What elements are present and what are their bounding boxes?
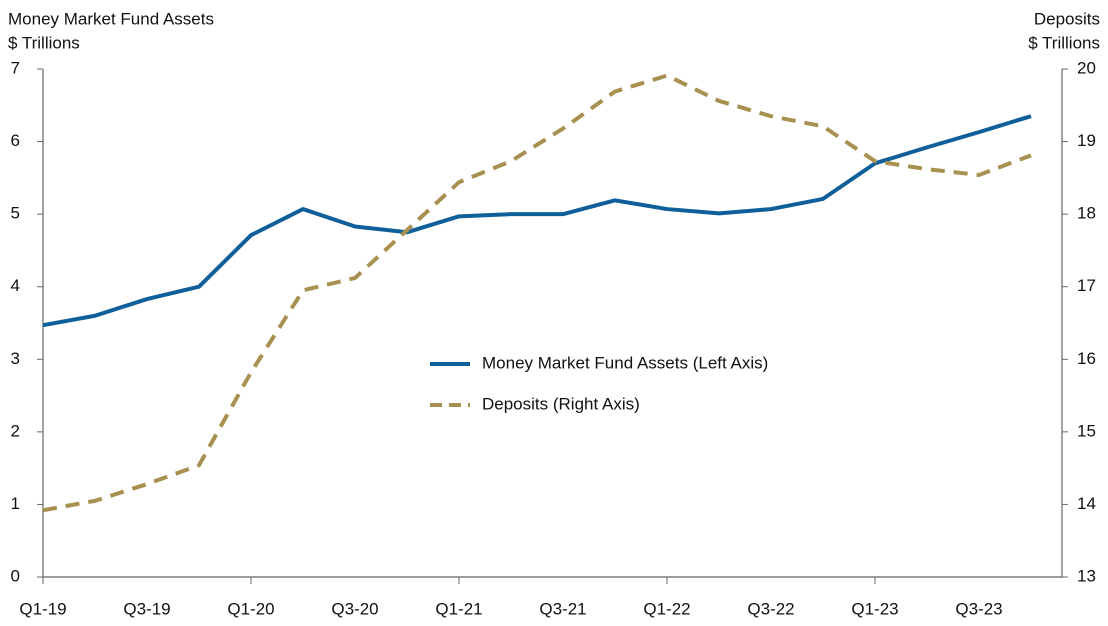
y-axis-title: $ Trillions [8,33,80,52]
y-tick-label: 3 [11,349,20,368]
series-line [42,114,1032,328]
y2-axis-title: Deposits [1034,9,1100,28]
legend-label: Deposits (Right Axis) [482,394,640,413]
x-tick-label: Q3-23 [955,599,1002,618]
y2-tick-label: 15 [1077,421,1096,440]
y2-tick-label: 20 [1077,58,1096,77]
y2-tick-label: 16 [1077,349,1096,368]
y2-tick-label: 13 [1077,566,1096,585]
x-tick-label: Q3-22 [747,599,794,618]
series-line [42,73,1032,513]
x-tick-label: Q3-20 [331,599,378,618]
y-tick-label: 4 [11,276,20,295]
y-tick-label: 5 [11,204,20,223]
y2-tick-label: 14 [1077,494,1096,513]
y-tick-label: 2 [11,421,20,440]
y2-tick-label: 17 [1077,276,1096,295]
x-tick-label: Q3-21 [539,599,586,618]
y2-tick-label: 18 [1077,204,1096,223]
x-tick-label: Q1-19 [19,599,66,618]
x-tick-label: Q1-22 [643,599,690,618]
y-tick-label: 7 [11,58,20,77]
y2-tick-label: 19 [1077,131,1096,150]
y2-axis-title: $ Trillions [1028,33,1100,52]
y-tick-label: 6 [11,131,20,150]
legend-label: Money Market Fund Assets (Left Axis) [482,353,768,372]
y-axis-title: Money Market Fund Assets [8,9,214,28]
y-tick-label: 0 [11,566,20,585]
x-tick-label: Q3-19 [123,599,170,618]
y-tick-label: 1 [11,494,20,513]
x-tick-label: Q1-23 [851,599,898,618]
x-tick-label: Q1-20 [227,599,274,618]
x-tick-label: Q1-21 [435,599,482,618]
